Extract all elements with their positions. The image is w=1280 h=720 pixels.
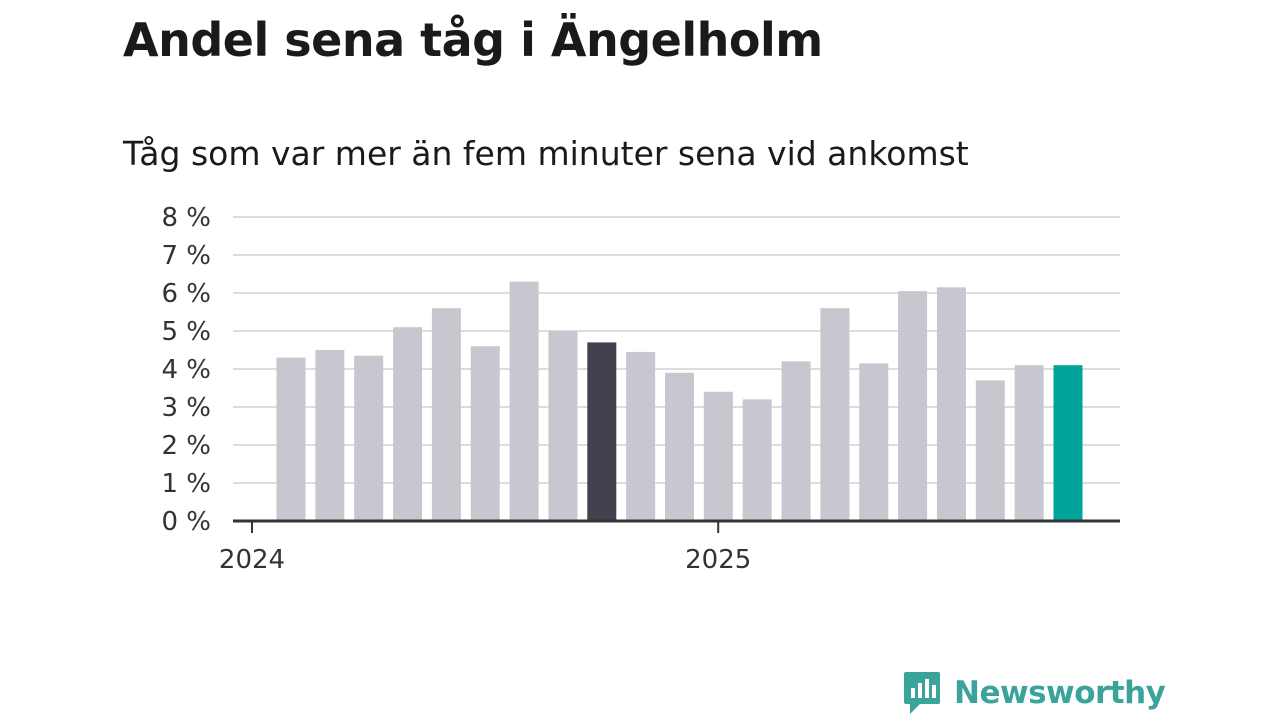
bar <box>742 399 772 521</box>
bar <box>1014 365 1044 521</box>
chart-title: Andel sena tåg i Ängelholm <box>123 13 823 67</box>
y-tick-label: 4 % <box>161 355 211 385</box>
bar <box>354 355 384 521</box>
bar <box>431 308 461 521</box>
y-tick-label: 1 % <box>161 469 211 499</box>
bar <box>626 351 656 521</box>
bar <box>665 372 694 521</box>
bar <box>975 380 1005 521</box>
y-tick-label: 8 % <box>161 203 211 233</box>
bar <box>936 287 966 521</box>
bar <box>276 357 306 521</box>
x-tick-label: 2025 <box>685 545 751 575</box>
y-tick-label: 0 % <box>161 507 211 537</box>
bar <box>820 308 850 521</box>
bar <box>781 361 811 521</box>
chart-subtitle: Tåg som var mer än fem minuter sena vid … <box>123 134 969 173</box>
newsworthy-logo: Newsworthy <box>902 670 1166 716</box>
y-tick-label: 3 % <box>161 393 211 423</box>
bar <box>393 327 423 521</box>
bar <box>1053 365 1083 521</box>
y-tick-label: 2 % <box>161 431 211 461</box>
bar <box>898 291 928 521</box>
brand-name: Newsworthy <box>954 675 1166 711</box>
bar <box>703 391 733 521</box>
y-tick-label: 6 % <box>161 279 211 309</box>
y-tick-label: 5 % <box>161 317 211 347</box>
bar-chart-badge-icon <box>904 672 940 714</box>
y-tick-label: 7 % <box>161 241 211 271</box>
bar <box>587 342 617 521</box>
bar <box>548 331 578 521</box>
bar <box>509 281 539 521</box>
bar <box>315 350 345 521</box>
x-tick-label: 2024 <box>219 545 285 575</box>
bar <box>859 363 889 521</box>
bar <box>470 346 500 521</box>
